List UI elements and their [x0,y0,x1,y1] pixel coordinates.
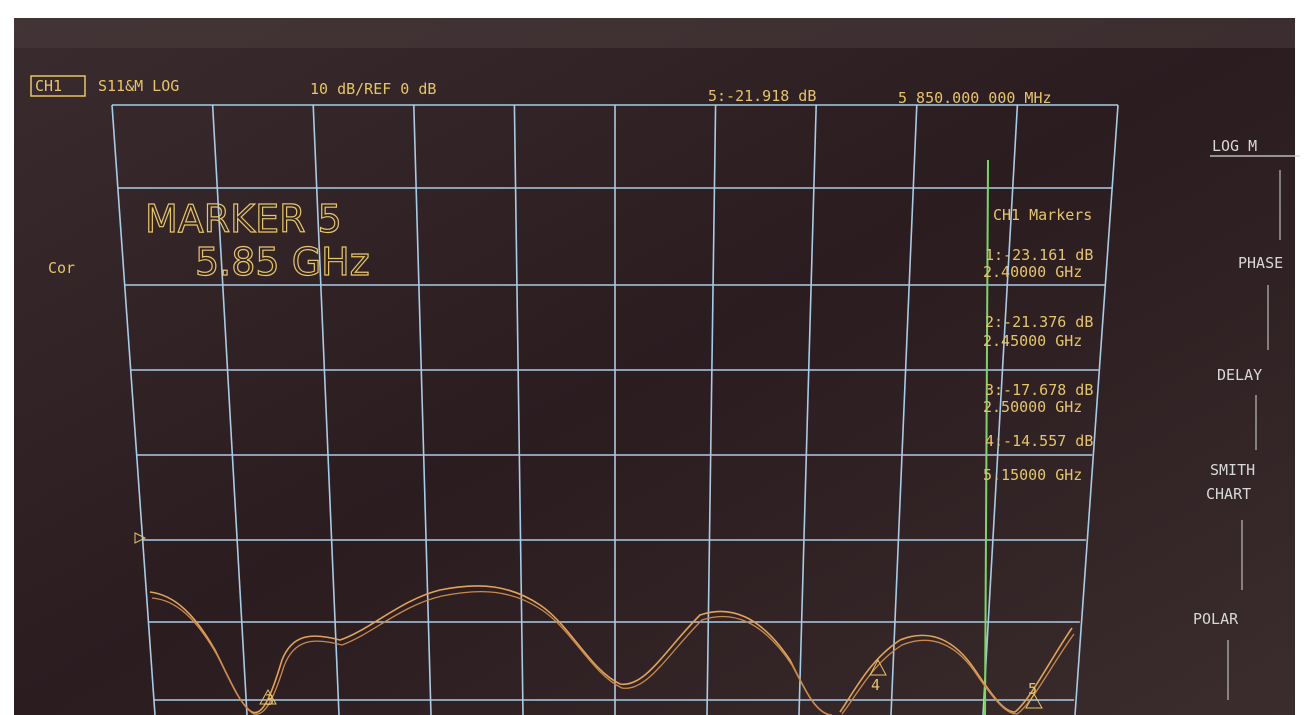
marker-readout: 5:-21.918 dB [708,87,816,105]
status-label: Cor [48,259,75,277]
marker-frequency: 2.40000 GHz [983,263,1082,281]
softkey[interactable]: LOG M [1212,137,1257,155]
screen-background [14,18,1295,715]
marker-frequency: 2.50000 GHz [983,398,1082,416]
marker-frequency: 2.45000 GHz [983,332,1082,350]
marker-value: 1:-23.161 dB [985,246,1093,264]
active-marker-label: MARKER 5 [145,197,342,241]
softkey[interactable]: PHASE [1238,254,1283,272]
scale-label: 10 dB/REF 0 dB [310,80,436,98]
channel-label: CH1 [35,77,62,95]
softkey[interactable]: DELAY [1217,366,1262,384]
softkey[interactable]: SMITH [1210,461,1255,479]
softkey[interactable]: POLAR [1193,610,1239,628]
marker-value: 2:-21.376 dB [985,313,1093,331]
trace-marker-label: 4 [871,676,880,694]
screen-bezel [14,18,1295,48]
active-marker-frequency: 5.85 GHz [195,240,370,284]
marker-table-title: CH1 Markers [993,206,1092,224]
marker-frequency: 5 850.000 000 MHz [898,89,1052,107]
marker-frequency: 5.15000 GHz [983,466,1082,484]
marker-value: 4:-14.557 dB [985,432,1093,450]
measurement-label: S11&M LOG [98,77,179,95]
trace-marker-label: 5 [1028,680,1037,698]
analyzer-screen: CH1 S11&M LOG 10 dB/REF 0 dB 5:-21.918 d… [0,0,1309,715]
trace-marker-label: 3 [265,691,274,709]
page: CH1 S11&M LOG 10 dB/REF 0 dB 5:-21.918 d… [0,0,1309,715]
marker-value: 3:-17.678 dB [985,381,1093,399]
softkey[interactable]: CHART [1206,485,1251,503]
